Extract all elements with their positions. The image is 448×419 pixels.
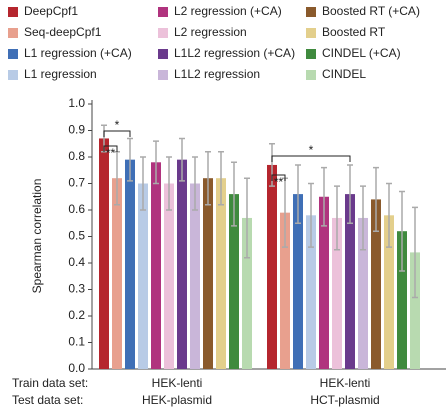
error-bar: [412, 206, 418, 299]
error-bar: [231, 161, 237, 227]
x-tick-label: HEK-lenti: [320, 376, 371, 390]
error-bar: [386, 182, 392, 248]
bar: [164, 183, 174, 369]
y-tick-label: 1.0: [68, 96, 85, 110]
bar: [242, 217, 252, 369]
error-bar: [153, 140, 159, 185]
legend-label: Boosted RT (+CA): [322, 4, 420, 18]
legend-label: DeepCpf1: [24, 4, 78, 18]
y-tick-label: 0.6: [68, 202, 85, 216]
bar: [371, 199, 381, 369]
x-tick-label: HCT-plasmid: [310, 393, 379, 407]
bar: [384, 215, 394, 369]
legend-swatch: [306, 7, 316, 17]
legend-label: L1 regression (+CA): [24, 46, 132, 60]
error-bar: [192, 156, 198, 211]
x-tick-label: HEK-lenti: [152, 376, 203, 390]
bar: [397, 231, 407, 369]
bar: [216, 178, 226, 369]
significance-bracket: [103, 145, 118, 152]
y-tick-label: 0.3: [68, 282, 85, 296]
error-bar: [360, 185, 366, 251]
legend-label: L2 regression: [174, 25, 247, 39]
bar: [125, 159, 135, 369]
legend-swatch: [8, 28, 18, 38]
bar: [229, 194, 239, 369]
y-tick-label: 0.4: [68, 255, 85, 269]
error-bar: [308, 182, 314, 248]
y-tick-label: 0.2: [68, 308, 85, 322]
bar: [358, 217, 368, 369]
bar: [332, 217, 342, 369]
error-bar: [140, 156, 146, 211]
y-tick-label: 0.0: [68, 361, 85, 375]
y-axis-label: Spearman correlation: [30, 179, 44, 294]
legend-swatch: [306, 49, 316, 59]
error-bar: [373, 166, 379, 232]
y-tick-label: 0.1: [68, 335, 85, 349]
error-bar: [179, 137, 185, 182]
legend-swatch: [158, 28, 168, 38]
legend-swatch: [8, 7, 18, 17]
bar: [112, 178, 122, 369]
bar: [293, 194, 303, 369]
legend-label: L1 regression: [24, 67, 97, 81]
error-bar: [205, 150, 211, 206]
bar: [203, 178, 213, 369]
error-bar: [334, 185, 340, 251]
significance-bracket: [271, 174, 286, 181]
x-tick-label: HEK-plasmid: [142, 393, 212, 407]
error-bar: [218, 150, 224, 206]
bar: [190, 183, 200, 369]
legend-label: CINDEL (+CA): [322, 46, 401, 60]
bar: [280, 212, 290, 369]
bar: [99, 138, 109, 369]
legend-swatch: [306, 28, 316, 38]
error-bar: [127, 137, 133, 182]
y-tick-label: 0.9: [68, 123, 85, 137]
row-label: Train data set:: [12, 376, 88, 390]
error-bar: [399, 190, 405, 272]
legend-swatch: [8, 49, 18, 59]
legend-label: L2 regression (+CA): [174, 4, 282, 18]
error-bar: [347, 164, 353, 224]
error-bar: [166, 156, 172, 211]
bar: [151, 162, 161, 369]
legend-swatch: [8, 70, 18, 80]
row-label: Test data set:: [12, 393, 83, 407]
legend-swatch: [158, 7, 168, 17]
legend-swatch: [158, 70, 168, 80]
significance-label: **: [106, 146, 116, 160]
bar: [177, 159, 187, 369]
significance-label: **: [274, 175, 284, 189]
legend-swatch: [306, 70, 316, 80]
legend-label: CINDEL: [322, 67, 366, 81]
error-bar: [244, 177, 250, 259]
legend-label: Boosted RT: [322, 25, 386, 39]
bar: [319, 196, 329, 369]
legend-label: L1L2 regression (+CA): [174, 46, 295, 60]
y-tick-label: 0.5: [68, 229, 85, 243]
significance-label: *: [115, 118, 120, 132]
y-tick-label: 0.8: [68, 149, 85, 163]
bar: [410, 252, 420, 369]
legend-swatch: [158, 49, 168, 59]
error-bar: [295, 164, 301, 224]
error-bar: [321, 166, 327, 227]
significance-bracket: [271, 155, 351, 162]
bar: [267, 164, 277, 369]
bar: [345, 194, 355, 369]
significance-bracket: [103, 130, 131, 137]
bar: [306, 215, 316, 369]
legend-label: L1L2 regression: [174, 67, 260, 81]
significance-label: *: [309, 143, 314, 157]
legend-label: Seq-deepCpf1: [24, 25, 102, 39]
y-tick-label: 0.7: [68, 176, 85, 190]
bar: [138, 183, 148, 369]
